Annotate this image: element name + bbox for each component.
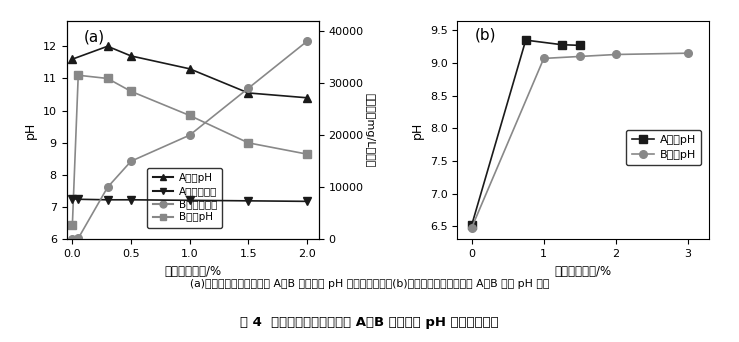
Text: 图 4  不同氧化药剂添加量下 A、B 两水样中 pH 和硫酸根变化: 图 4 不同氧化药剂添加量下 A、B 两水样中 pH 和硫酸根变化 xyxy=(240,316,499,329)
A水样pH xyxy=(521,38,530,42)
Line: B水样pH: B水样pH xyxy=(468,49,692,232)
B水样pH xyxy=(611,52,620,56)
Y-axis label: pH: pH xyxy=(24,121,37,139)
Y-axis label: 硫酸根（mg/L）浓度: 硫酸根（mg/L）浓度 xyxy=(364,93,375,167)
Line: A水样pH: A水样pH xyxy=(468,36,584,229)
Legend: A水样pH, B水样pH: A水样pH, B水样pH xyxy=(626,130,701,165)
B水样pH xyxy=(539,56,548,61)
Y-axis label: pH: pH xyxy=(412,121,424,139)
B水样pH xyxy=(684,51,692,55)
A水样pH xyxy=(557,43,566,47)
A水样pH xyxy=(576,43,585,48)
X-axis label: 过氧化氢含量/%: 过氧化氢含量/% xyxy=(555,265,612,278)
B水样pH xyxy=(576,54,585,58)
Legend: A水样pH, A水样硫酸根, B水样硫酸根, B水样pH: A水样pH, A水样硫酸根, B水样硫酸根, B水样pH xyxy=(147,168,222,228)
X-axis label: 过硫酸钓含量/%: 过硫酸钓含量/% xyxy=(164,265,221,278)
A水样pH xyxy=(467,223,476,227)
B水样pH xyxy=(467,226,476,230)
Text: (b): (b) xyxy=(475,27,497,42)
Text: (a): (a) xyxy=(84,29,105,44)
Text: (a)不同过硫酸钓投加量下 A、B 两水样中 pH 和硫酸根变化；(b)不同过氧化氢投加量下 A、B 两中 pH 变化: (a)不同过硫酸钓投加量下 A、B 两水样中 pH 和硫酸根变化；(b)不同过氧… xyxy=(190,279,549,289)
